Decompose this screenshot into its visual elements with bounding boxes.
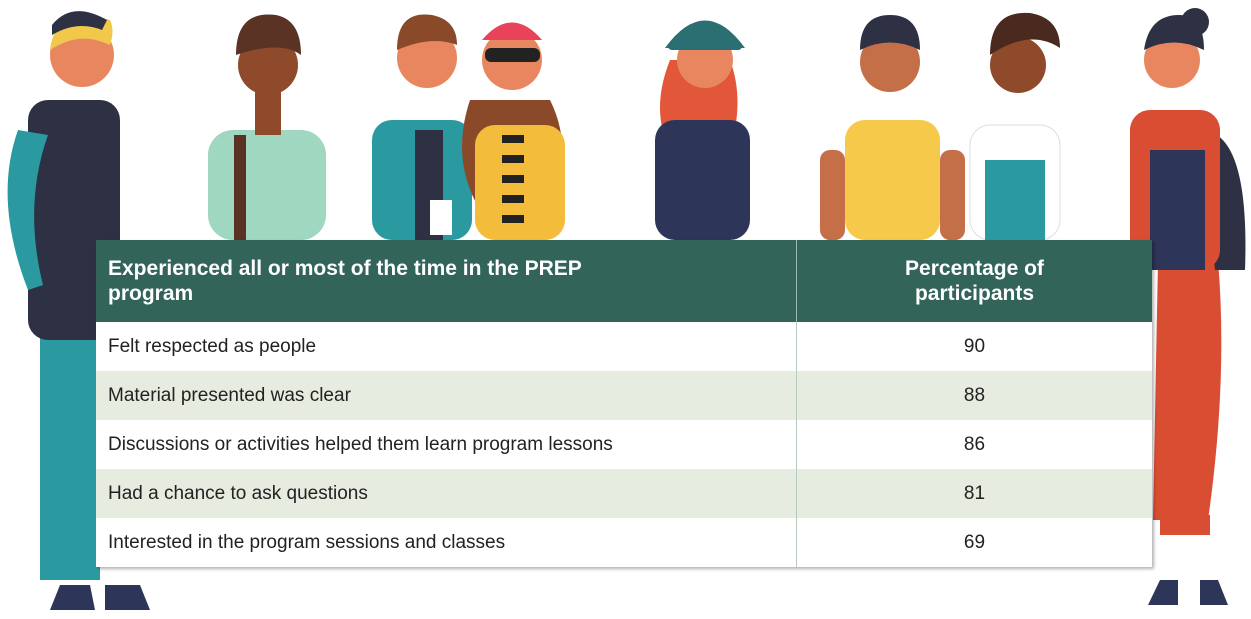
row-value: 88 [796, 371, 1152, 420]
row-value: 86 [796, 420, 1152, 469]
row-value: 81 [796, 469, 1152, 518]
table-body: Felt respected as people 90 Material prese… [96, 322, 1152, 567]
table-row: Felt respected as people 90 [96, 322, 1152, 371]
row-label: Material presented was clear [96, 371, 797, 420]
person [969, 12, 1061, 241]
person [462, 22, 565, 240]
header-cell: Percentage of participants [796, 240, 1152, 322]
row-value: 90 [796, 322, 1152, 371]
person [655, 20, 750, 240]
table-row: Discussions or activities helped them le… [96, 420, 1152, 469]
person [208, 14, 326, 240]
row-label: Felt respected as people [108, 335, 317, 357]
header-text: Percentage of participants [905, 257, 1044, 305]
header-text: Experienced all or most of the time in t… [108, 257, 582, 305]
header-cell: Experienced all or most of the time in t… [96, 240, 797, 322]
row-value: 69 [796, 518, 1152, 567]
person [820, 15, 965, 240]
row-label: Had a chance to ask questions [96, 469, 797, 518]
row-label: Discussions or activities helped them le… [108, 433, 613, 455]
table: Experienced all or most of the time in t… [96, 240, 1152, 567]
header-row: Experienced all or most of the time in t… [96, 240, 1152, 322]
table-row: Material presented was clear 88 [96, 371, 1152, 420]
person [1130, 8, 1246, 605]
table-row: Interested in the program sessions and c… [96, 518, 1152, 567]
person [372, 14, 472, 240]
row-label: Interested in the program sessions and c… [108, 531, 506, 553]
table-row: Had a chance to ask questions 81 [96, 469, 1152, 518]
